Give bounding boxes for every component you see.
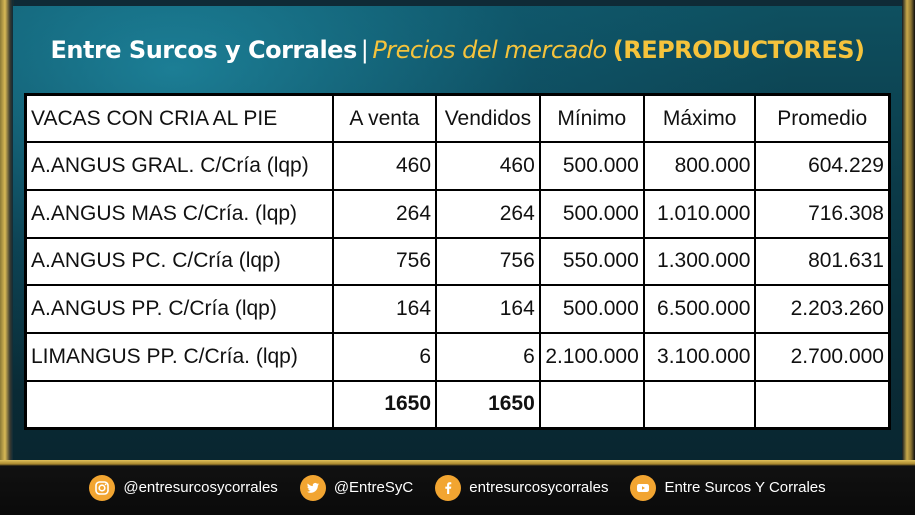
row-a-venta: 756: [331, 236, 438, 287]
header-category: VACAS CON CRIA AL PIE: [24, 93, 334, 144]
row-maximo: 6.500.000: [642, 284, 757, 334]
table-row: A.ANGUS PP. C/Cría (lqp) 164 164 500.000…: [24, 284, 891, 334]
row-vendidos: 460: [435, 141, 541, 191]
row-minimo: 500.000: [538, 188, 645, 239]
twitter-handle: @EntreSyC: [333, 479, 414, 496]
row-minimo: 500.000: [538, 141, 645, 191]
totals-empty-cell: [642, 379, 757, 430]
twitter-icon: [299, 474, 326, 501]
title-separator: |: [360, 36, 369, 64]
facebook-link[interactable]: entresurcosycorrales: [435, 474, 609, 501]
row-a-venta: 6: [331, 331, 438, 382]
row-name: A.ANGUS PP. C/Cría (lqp): [24, 284, 334, 334]
row-promedio: 2.700.000: [754, 331, 891, 382]
row-minimo: 500.000: [538, 284, 645, 334]
row-promedio: 801.631: [754, 236, 891, 287]
instagram-icon: [89, 474, 116, 501]
row-maximo: 1.300.000: [642, 236, 757, 287]
table-row: A.ANGUS MAS C/Cría. (lqp) 264 264 500.00…: [24, 188, 891, 239]
row-vendidos: 164: [435, 284, 541, 334]
facebook-page: entresurcosycorrales: [469, 479, 609, 496]
row-minimo: 2.100.000: [538, 331, 645, 382]
instagram-link[interactable]: @entresurcosycorrales: [89, 474, 278, 501]
table-row: A.ANGUS GRAL. C/Cría (lqp) 460 460 500.0…: [24, 141, 891, 191]
row-name: A.ANGUS MAS C/Cría. (lqp): [24, 188, 334, 239]
header-promedio: Promedio: [754, 93, 891, 144]
youtube-icon: [630, 474, 657, 501]
youtube-link[interactable]: Entre Surcos Y Corrales: [630, 474, 826, 501]
twitter-link[interactable]: @EntreSyC: [299, 474, 414, 501]
totals-label-cell: [24, 379, 334, 430]
table-row: A.ANGUS PC. C/Cría (lqp) 756 756 550.000…: [24, 236, 891, 287]
title-tag: (REPRODUCTORES): [612, 36, 865, 64]
totals-empty-cell: [538, 379, 645, 430]
row-vendidos: 756: [435, 236, 541, 287]
table-header-row: VACAS CON CRIA AL PIE A venta Vendidos M…: [24, 93, 891, 144]
row-name: A.ANGUS GRAL. C/Cría (lqp): [24, 141, 334, 191]
title-main: Entre Surcos y Corrales: [50, 36, 357, 64]
total-a-venta: 1650: [331, 379, 438, 430]
youtube-channel: Entre Surcos Y Corrales: [664, 479, 826, 496]
row-a-venta: 460: [331, 141, 438, 191]
facebook-icon: [435, 474, 462, 501]
row-vendidos: 264: [435, 188, 541, 239]
right-gold-border: [902, 0, 915, 460]
totals-empty-cell: [754, 379, 891, 430]
row-name: LIMANGUS PP. C/Cría. (lqp): [24, 331, 334, 382]
row-promedio: 2.203.260: [754, 284, 891, 334]
title-subtitle: Precios del mercado: [372, 36, 607, 64]
header-minimo: Mínimo: [538, 93, 645, 144]
row-minimo: 550.000: [538, 236, 645, 287]
row-maximo: 1.010.000: [642, 188, 757, 239]
social-footer: @entresurcosycorrales @EntreSyC entresur…: [0, 460, 915, 515]
header-vendidos: Vendidos: [435, 93, 541, 144]
left-gold-border: [0, 0, 13, 460]
row-maximo: 3.100.000: [642, 331, 757, 382]
header-maximo: Máximo: [642, 93, 757, 144]
total-vendidos: 1650: [435, 379, 541, 430]
page-title: Entre Surcos y Corrales | Precios del merc…: [0, 36, 915, 64]
table-row: LIMANGUS PP. C/Cría. (lqp) 6 6 2.100.000…: [24, 331, 891, 382]
price-table: VACAS CON CRIA AL PIE A venta Vendidos M…: [24, 93, 891, 430]
header-a-venta: A venta: [331, 93, 438, 144]
row-maximo: 800.000: [642, 141, 757, 191]
row-a-venta: 164: [331, 284, 438, 334]
row-vendidos: 6: [435, 331, 541, 382]
row-a-venta: 264: [331, 188, 438, 239]
row-name: A.ANGUS PC. C/Cría (lqp): [24, 236, 334, 287]
totals-row: 1650 1650: [24, 379, 891, 430]
instagram-handle: @entresurcosycorrales: [123, 479, 278, 496]
row-promedio: 604.229: [754, 141, 891, 191]
row-promedio: 716.308: [754, 188, 891, 239]
